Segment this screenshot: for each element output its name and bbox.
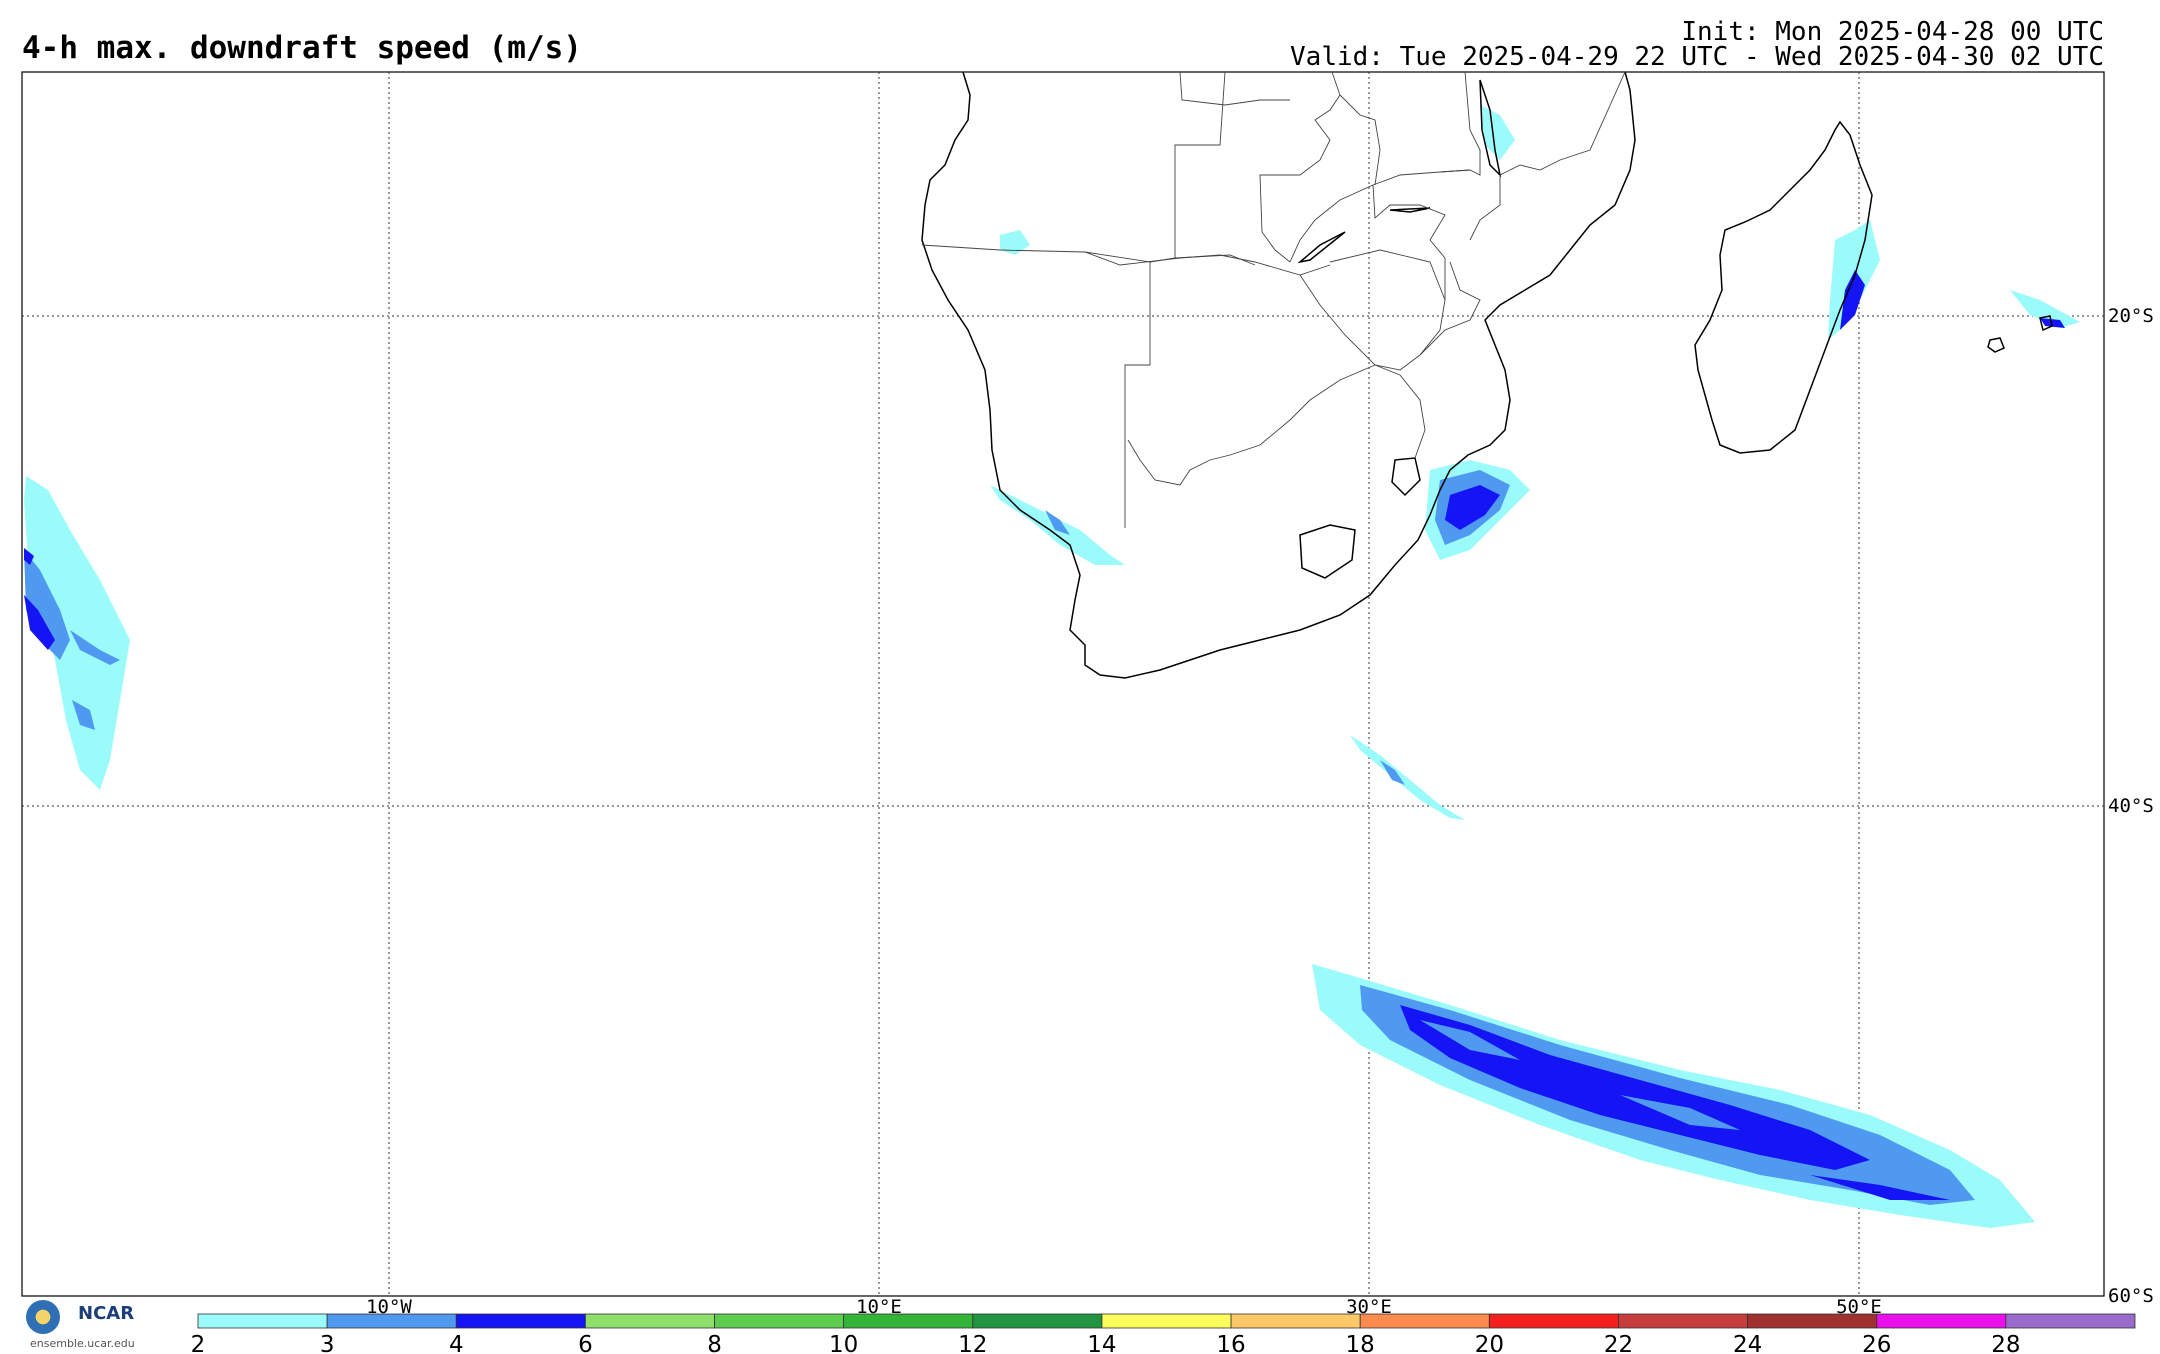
lat-label: 60°S bbox=[2108, 1285, 2154, 1307]
ncar-logo: NCAR bbox=[78, 1303, 135, 1324]
colorbar-tick-label: 22 bbox=[1604, 1332, 1633, 1354]
colorbar-tick-label: 12 bbox=[958, 1332, 987, 1354]
downdraft-cells-west bbox=[24, 476, 130, 790]
cahora-bassa bbox=[1389, 207, 1431, 213]
mauritius-island bbox=[1987, 337, 2005, 353]
colorbar-tick-label: 16 bbox=[1216, 1332, 1245, 1354]
colorbar-swatch bbox=[197, 1313, 328, 1329]
colorbar-tick-label: 8 bbox=[707, 1332, 722, 1354]
colorbar-tick-label: 14 bbox=[1087, 1332, 1116, 1354]
lon-label: 10°W bbox=[366, 1296, 412, 1318]
colorbar-tick-label: 3 bbox=[320, 1332, 335, 1354]
downdraft-band-southern-ocean bbox=[1312, 964, 2035, 1228]
lon-label: 50°E bbox=[1836, 1296, 1882, 1318]
colorbar-tick-label: 6 bbox=[578, 1332, 593, 1354]
init-time: Init: Mon 2025-04-28 00 UTC bbox=[1681, 17, 2104, 47]
colorbar-tick-label: 28 bbox=[1991, 1332, 2020, 1354]
init-valid-times: Init: Mon 2025-04-28 00 UTC Valid: Tue 2… bbox=[1290, 17, 2104, 72]
map-title: 4-h max. downdraft speed (m/s) bbox=[22, 30, 582, 66]
colorbar-tick-label: 24 bbox=[1733, 1332, 1762, 1354]
colorbar-swatch bbox=[972, 1313, 1103, 1329]
colorbar-tick-label: 18 bbox=[1346, 1332, 1375, 1354]
africa-coast bbox=[921, 71, 1636, 679]
coastlines bbox=[921, 71, 2053, 679]
colorbar-swatch bbox=[2005, 1313, 2136, 1329]
downdraft-cells-africa bbox=[990, 105, 2080, 820]
colorbar-tick-label: 2 bbox=[191, 1332, 206, 1354]
colorbar-swatch bbox=[1101, 1313, 1232, 1329]
country-borders bbox=[921, 71, 1626, 528]
colorbar-swatch bbox=[714, 1313, 845, 1329]
lake-kariba bbox=[1297, 231, 1346, 264]
lon-label: 10°E bbox=[856, 1296, 902, 1318]
reunion-island bbox=[2039, 315, 2053, 332]
lon-label: 30°E bbox=[1346, 1296, 1392, 1318]
colorbar-swatch bbox=[585, 1313, 715, 1329]
nsf-logo-icon bbox=[26, 1300, 60, 1334]
colorbar-swatch bbox=[1359, 1313, 1490, 1329]
colorbar-swatch bbox=[1230, 1313, 1361, 1329]
colorbar-tick-label: 20 bbox=[1475, 1332, 1504, 1354]
valid-time: Valid: Tue 2025-04-29 22 UTC - Wed 2025-… bbox=[1290, 42, 2104, 72]
graticule bbox=[22, 72, 2104, 1296]
colorbar-tick-label: 4 bbox=[449, 1332, 464, 1354]
footer-url: ensemble.ucar.edu bbox=[30, 1337, 135, 1350]
lat-label: 20°S bbox=[2108, 305, 2154, 327]
colorbar-swatch bbox=[843, 1313, 974, 1329]
colorbar-swatch bbox=[326, 1313, 457, 1329]
colorbar-swatch bbox=[1618, 1313, 1749, 1329]
eswatini bbox=[1391, 457, 1421, 497]
colorbar-swatch bbox=[1488, 1313, 1619, 1329]
colorbar-tick-label: 26 bbox=[1862, 1332, 1891, 1354]
colorbar: 2 3 4 6 8 10 12 14 16 18 20 22 24 26 28 bbox=[191, 1313, 2136, 1354]
lesotho bbox=[1299, 524, 1356, 579]
colorbar-tick-label: 10 bbox=[829, 1332, 858, 1354]
lat-label: 40°S bbox=[2108, 795, 2154, 817]
colorbar-swatch bbox=[455, 1313, 586, 1329]
colorbar-swatch bbox=[1876, 1313, 2007, 1329]
colorbar-swatch bbox=[1747, 1313, 1878, 1329]
madagascar-coast bbox=[1694, 120, 1873, 454]
